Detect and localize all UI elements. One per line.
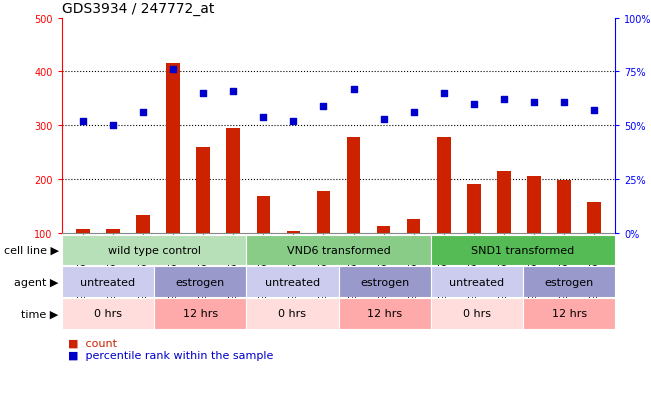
Bar — [431, 299, 523, 329]
Text: agent ▶: agent ▶ — [14, 277, 59, 287]
Text: 0 hrs: 0 hrs — [279, 309, 307, 319]
Text: 12 hrs: 12 hrs — [551, 309, 587, 319]
Point — [168, 67, 178, 74]
Bar — [62, 235, 246, 265]
Text: 12 hrs: 12 hrs — [183, 309, 217, 319]
Point — [439, 90, 449, 97]
Bar — [467, 185, 480, 233]
Text: estrogen: estrogen — [360, 277, 409, 287]
Bar — [347, 138, 360, 233]
Text: time ▶: time ▶ — [21, 309, 59, 319]
Point — [589, 108, 600, 114]
Bar — [557, 181, 571, 233]
Bar — [106, 230, 120, 233]
Point — [288, 119, 299, 125]
Bar — [154, 267, 246, 297]
Bar — [431, 235, 615, 265]
Point — [198, 90, 208, 97]
Point — [138, 110, 148, 116]
Bar — [431, 267, 523, 297]
Bar — [523, 267, 615, 297]
Bar — [527, 176, 541, 233]
Point — [408, 110, 419, 116]
Text: untreated: untreated — [80, 277, 135, 287]
Point — [258, 114, 269, 121]
Point — [77, 119, 88, 125]
Bar — [339, 299, 431, 329]
Point — [108, 123, 118, 129]
Bar — [246, 267, 339, 297]
Bar — [154, 299, 246, 329]
Bar — [246, 299, 339, 329]
Bar — [197, 147, 210, 233]
Point — [318, 103, 329, 110]
Bar — [437, 138, 450, 233]
Point — [499, 97, 509, 104]
Point — [559, 99, 569, 106]
Text: ■  count: ■ count — [68, 338, 117, 348]
Bar — [377, 227, 391, 233]
Bar — [62, 267, 154, 297]
Text: cell line ▶: cell line ▶ — [4, 245, 59, 255]
Text: untreated: untreated — [265, 277, 320, 287]
Text: SND1 transformed: SND1 transformed — [471, 245, 575, 255]
Text: untreated: untreated — [449, 277, 505, 287]
Bar — [523, 299, 615, 329]
Text: 0 hrs: 0 hrs — [463, 309, 491, 319]
Bar — [136, 216, 150, 233]
Bar — [227, 129, 240, 233]
Bar — [256, 197, 270, 233]
Text: ■  percentile rank within the sample: ■ percentile rank within the sample — [68, 351, 273, 361]
Bar — [286, 232, 300, 233]
Text: wild type control: wild type control — [107, 245, 201, 255]
Text: 0 hrs: 0 hrs — [94, 309, 122, 319]
Point — [378, 116, 389, 123]
Bar — [246, 235, 431, 265]
Bar — [407, 220, 421, 233]
Text: estrogen: estrogen — [544, 277, 594, 287]
Point — [469, 101, 479, 108]
Bar — [587, 202, 601, 233]
Point — [529, 99, 539, 106]
Bar — [76, 229, 90, 233]
Bar — [62, 299, 154, 329]
Text: estrogen: estrogen — [176, 277, 225, 287]
Point — [348, 86, 359, 93]
Point — [228, 88, 238, 95]
Bar — [317, 192, 330, 233]
Text: VND6 transformed: VND6 transformed — [286, 245, 391, 255]
Text: GDS3934 / 247772_at: GDS3934 / 247772_at — [62, 2, 214, 16]
Bar — [339, 267, 431, 297]
Text: 12 hrs: 12 hrs — [367, 309, 402, 319]
Bar — [167, 64, 180, 233]
Bar — [497, 172, 510, 233]
